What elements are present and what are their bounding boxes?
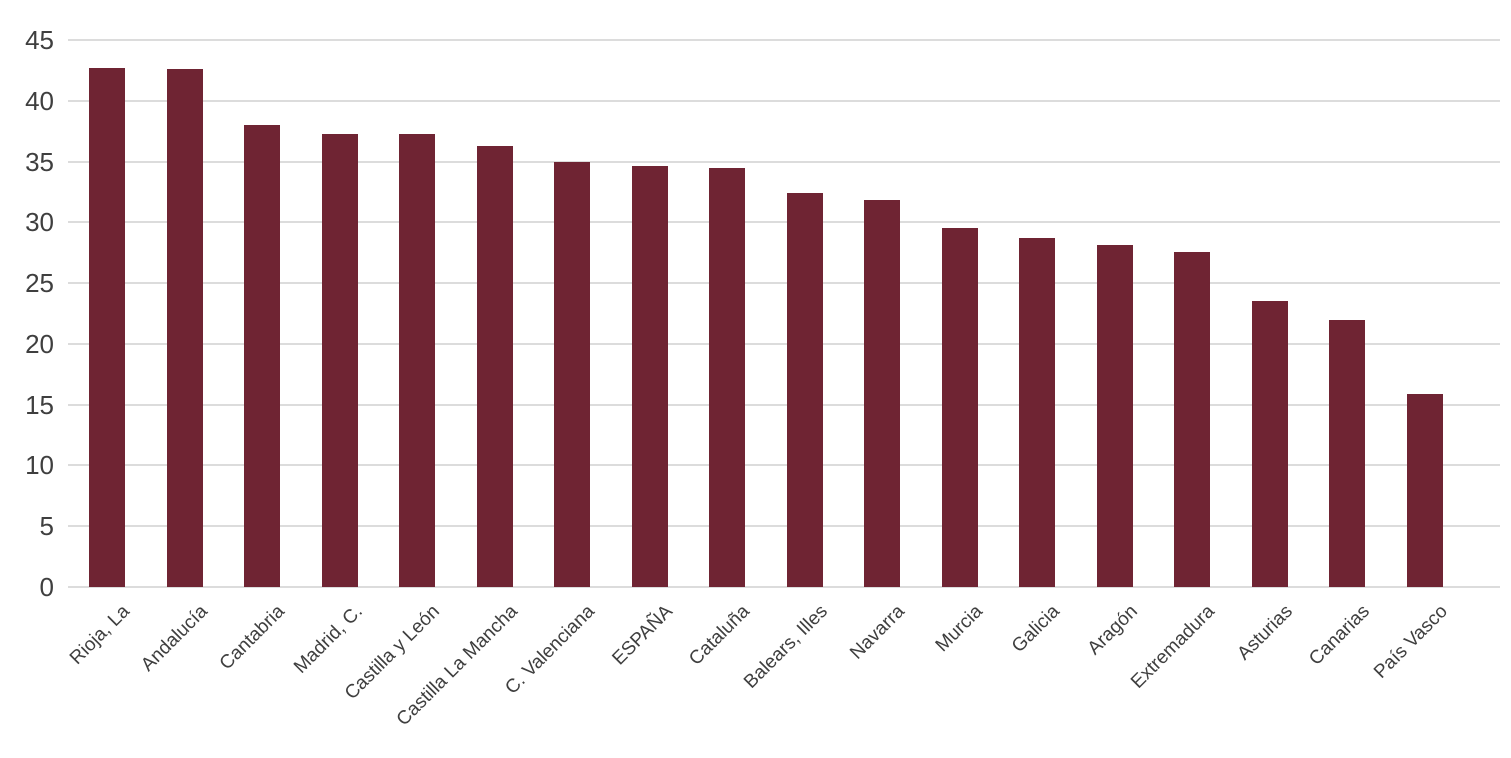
bar-catalu-a	[709, 167, 745, 587]
bar-rioja-la	[89, 67, 125, 587]
bar-madrid-c	[321, 133, 358, 587]
bar-navarra	[864, 200, 900, 587]
y-axis-tick-label: 40	[25, 85, 54, 116]
gridline-y-0	[68, 586, 1500, 588]
gridline-y-15	[68, 403, 1500, 406]
bar-extremadura	[1174, 251, 1210, 587]
bar-asturias	[1251, 301, 1288, 587]
y-axis-tick-label: 25	[25, 268, 54, 299]
bar-espa-a	[631, 166, 668, 587]
x-axis-label: Cataluña	[685, 601, 754, 670]
y-axis-tick-label: 20	[25, 328, 54, 359]
bar-galicia	[1019, 238, 1055, 587]
gridline-y-35	[68, 160, 1500, 163]
y-axis-tick-label: 10	[25, 450, 54, 481]
bar-murcia	[941, 228, 978, 587]
y-axis-tick-label: 45	[25, 25, 54, 55]
gridline-y-45	[68, 39, 1500, 41]
gridline-y-20	[68, 342, 1500, 345]
gridline-y-10	[68, 464, 1500, 467]
x-axis-label: País Vasco	[1369, 601, 1452, 683]
gridline-y-30	[68, 221, 1500, 224]
x-axis-label: Galicia	[1007, 601, 1064, 657]
x-axis-label: Asturias	[1232, 601, 1297, 665]
gridline-y-25	[68, 282, 1500, 285]
y-axis-tick-label: 30	[25, 207, 54, 238]
bar-balears-illes	[786, 193, 823, 587]
x-axis-label: Madrid, C.	[289, 601, 367, 678]
bar-pa-s-vasco	[1406, 393, 1443, 587]
x-axis-label: Rioja, La	[65, 601, 134, 669]
bar-castilla-la-mancha	[476, 145, 513, 587]
x-axis-label: Andalucía	[136, 601, 212, 676]
x-axis-label: ESPAÑA	[607, 601, 677, 670]
bar-castilla-y-le-n	[399, 133, 435, 587]
x-axis-label: Aragón	[1083, 601, 1142, 660]
bar-andaluc-a	[166, 69, 203, 587]
bar-c-valenciana	[554, 161, 590, 587]
y-axis-tick-label: 0	[39, 572, 54, 602]
gridline-y-40	[68, 99, 1500, 102]
gridline-y-5	[68, 525, 1500, 528]
y-axis-tick-label: 35	[25, 146, 54, 177]
bar-canarias	[1329, 319, 1365, 587]
x-axis-label: Cantabria	[215, 601, 289, 675]
x-axis-label: Navarra	[846, 601, 909, 664]
x-axis-label: Murcia	[931, 601, 987, 657]
bar-cantabria	[244, 125, 280, 587]
y-axis-tick-label: 5	[39, 511, 54, 542]
x-axis-label: Canarias	[1305, 601, 1374, 670]
y-axis-tick-label: 15	[25, 389, 54, 420]
bar-arag-n	[1096, 245, 1133, 587]
